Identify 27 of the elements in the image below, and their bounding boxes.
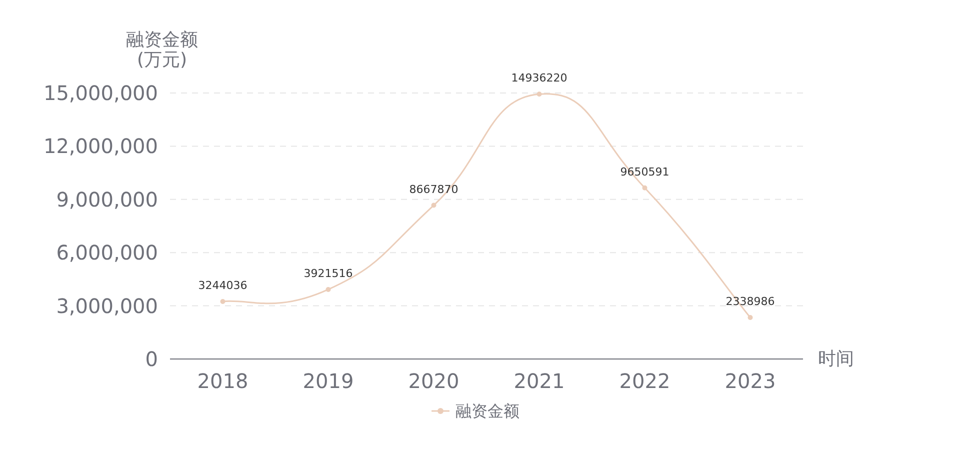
y-tick-label: 3,000,000 [56,294,158,318]
x-tick-label: 2020 [408,369,460,393]
point [220,298,226,304]
data-label: 8667870 [409,182,458,196]
y-tick-label: 9,000,000 [56,187,158,212]
legend-label: 融资金额 [456,402,520,420]
x-tick-label: 2022 [619,369,670,393]
data-label: 3921516 [304,266,353,280]
x-tick-label: 2019 [302,369,354,393]
data-label: 14936220 [511,72,568,85]
point [642,185,648,190]
x-tick-label: 2018 [197,369,248,393]
x-tick-label: 2023 [724,369,776,393]
data-label: 2338986 [726,295,775,308]
y-tick-label: 0 [145,347,158,371]
data-label: 3244036 [198,278,248,292]
point [326,286,331,292]
data-label: 9650591 [620,165,670,178]
point [431,202,436,208]
point [748,315,753,320]
y-tick-label: 12,000,000 [43,134,158,158]
x-axis-title: 时间 [818,348,854,370]
y-tick-label: 6,000,000 [56,240,158,265]
y-tick-label: 15,000,000 [43,81,158,105]
point [536,92,542,97]
y-axis-title: 融资金额 (万元) [126,30,198,70]
x-tick-label: 2021 [514,369,565,393]
